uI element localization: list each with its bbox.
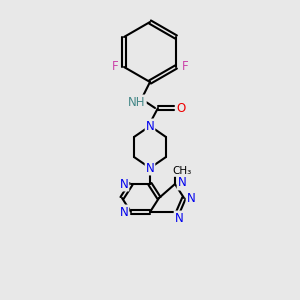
Text: O: O <box>176 101 186 115</box>
Text: N: N <box>175 212 183 224</box>
Text: F: F <box>182 61 188 74</box>
Text: N: N <box>187 191 195 205</box>
Text: N: N <box>120 206 128 218</box>
Text: F: F <box>112 61 118 74</box>
Text: N: N <box>178 176 186 190</box>
Text: NH: NH <box>128 95 146 109</box>
Text: N: N <box>146 119 154 133</box>
Text: CH₃: CH₃ <box>172 166 192 176</box>
Text: N: N <box>146 161 154 175</box>
Text: N: N <box>120 178 128 190</box>
